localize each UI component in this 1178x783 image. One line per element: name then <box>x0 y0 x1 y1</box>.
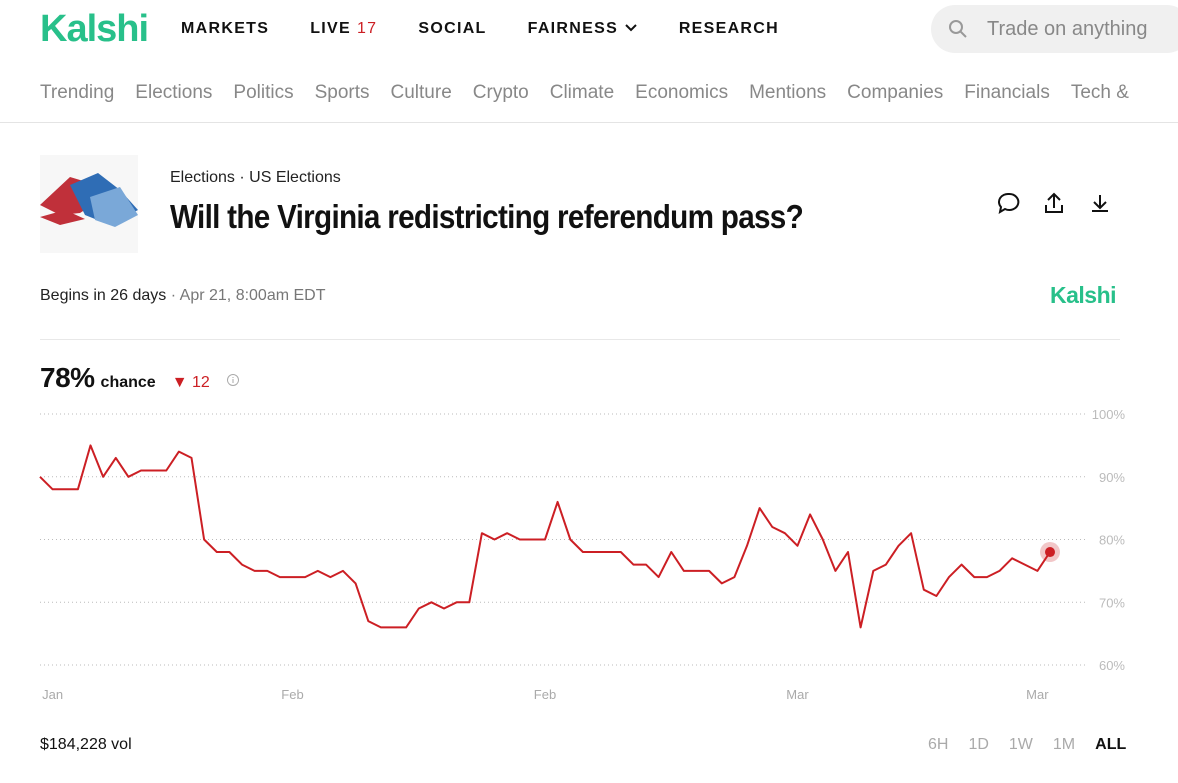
nav-item[interactable]: MARKETS <box>181 20 270 37</box>
category-tab[interactable]: Climate <box>549 82 615 103</box>
divider <box>40 339 1120 340</box>
breadcrumb-item[interactable]: US Elections <box>249 169 341 186</box>
range-button[interactable]: 1M <box>1052 736 1076 753</box>
info-icon[interactable] <box>226 373 240 387</box>
nav-item[interactable]: FAIRNESS <box>528 20 638 38</box>
chevron <box>625 24 637 32</box>
category-tab[interactable]: Mentions <box>749 82 827 103</box>
y-tick-label: 60% <box>1099 658 1125 673</box>
category-tab[interactable]: Culture <box>390 82 452 103</box>
range-button[interactable]: 1D <box>968 736 989 753</box>
share-icon[interactable] <box>1045 192 1063 213</box>
probability-value: 78% <box>40 362 95 393</box>
probability: 78% chance ▼ 12 <box>40 362 240 394</box>
y-tick-label: 90% <box>1099 470 1125 485</box>
category-tab[interactable]: Trending <box>40 82 115 103</box>
nav-item[interactable]: SOCIAL <box>418 20 487 37</box>
x-tick-label: Feb <box>281 687 303 702</box>
change-value: 12 <box>191 374 210 391</box>
nav-item[interactable]: RESEARCH <box>678 20 780 37</box>
volume: $184,228 vol <box>40 736 132 753</box>
breadcrumb-item[interactable]: Elections <box>170 169 235 186</box>
download-icon[interactable] <box>1092 195 1108 212</box>
x-tick-label: Jan <box>42 687 63 702</box>
price-line <box>39 444 1051 629</box>
brand: Kalshi <box>1050 282 1117 308</box>
current-point <box>1045 547 1055 558</box>
x-tick-label: Mar <box>1026 687 1049 702</box>
x-tick-label: Mar <box>786 687 809 702</box>
category-tab[interactable]: Economics <box>635 82 729 103</box>
breadcrumb: Elections · US Elections <box>170 169 341 186</box>
comment-icon[interactable] <box>998 192 1020 215</box>
range-button[interactable]: ALL <box>1095 736 1127 753</box>
change: ▼ 12 <box>171 374 210 391</box>
begins-info: Begins in 26 days · Apr 21, 8:00am EDT <box>40 287 326 304</box>
category-tab[interactable]: Politics <box>233 82 294 103</box>
category-tabs: Trending Elections Politics Sports Culture Cr… <box>40 82 1129 104</box>
nav-label: LIVE <box>310 20 351 37</box>
live-count: 17 <box>356 20 378 37</box>
category-tab[interactable]: Financials <box>964 82 1050 103</box>
y-tick-label: 80% <box>1099 533 1125 548</box>
logo[interactable]: Kalshi <box>40 8 149 50</box>
category-tab[interactable]: Sports <box>314 82 370 103</box>
action-icons <box>998 192 1108 215</box>
divider <box>0 122 1178 123</box>
y-tick-label: 100% <box>1092 407 1126 422</box>
search-box[interactable]: Trade on anything <box>931 5 1178 53</box>
range-buttons: 6H 1D 1W 1M ALL <box>928 736 1126 754</box>
nav: MARKETS LIVE 17 SOCIAL FAIRNESS RESEARCH <box>181 20 779 38</box>
nav-label: FAIRNESS <box>527 20 619 37</box>
begin-date: Apr 21, 8:00am EDT <box>179 287 326 304</box>
search-icon <box>949 20 967 38</box>
category-tab[interactable]: Crypto <box>472 82 529 103</box>
range-button[interactable]: 6H <box>928 736 949 753</box>
market-image <box>40 155 138 253</box>
market-title: Will the Virginia redistricting referend… <box>170 198 804 235</box>
category-tab[interactable]: Tech & <box>1070 82 1129 103</box>
search-placeholder: Trade on anything <box>987 17 1148 40</box>
begins: Begins in 26 days <box>40 287 167 304</box>
nav-item[interactable]: LIVE 17 <box>310 20 377 38</box>
range-button[interactable]: 1W <box>1008 736 1033 753</box>
category-tab[interactable]: Companies <box>847 82 944 103</box>
category-tab[interactable]: Elections <box>135 82 213 103</box>
x-tick-label: Feb <box>534 687 556 702</box>
probability-label: chance <box>100 374 156 391</box>
y-tick-label: 70% <box>1099 595 1125 610</box>
